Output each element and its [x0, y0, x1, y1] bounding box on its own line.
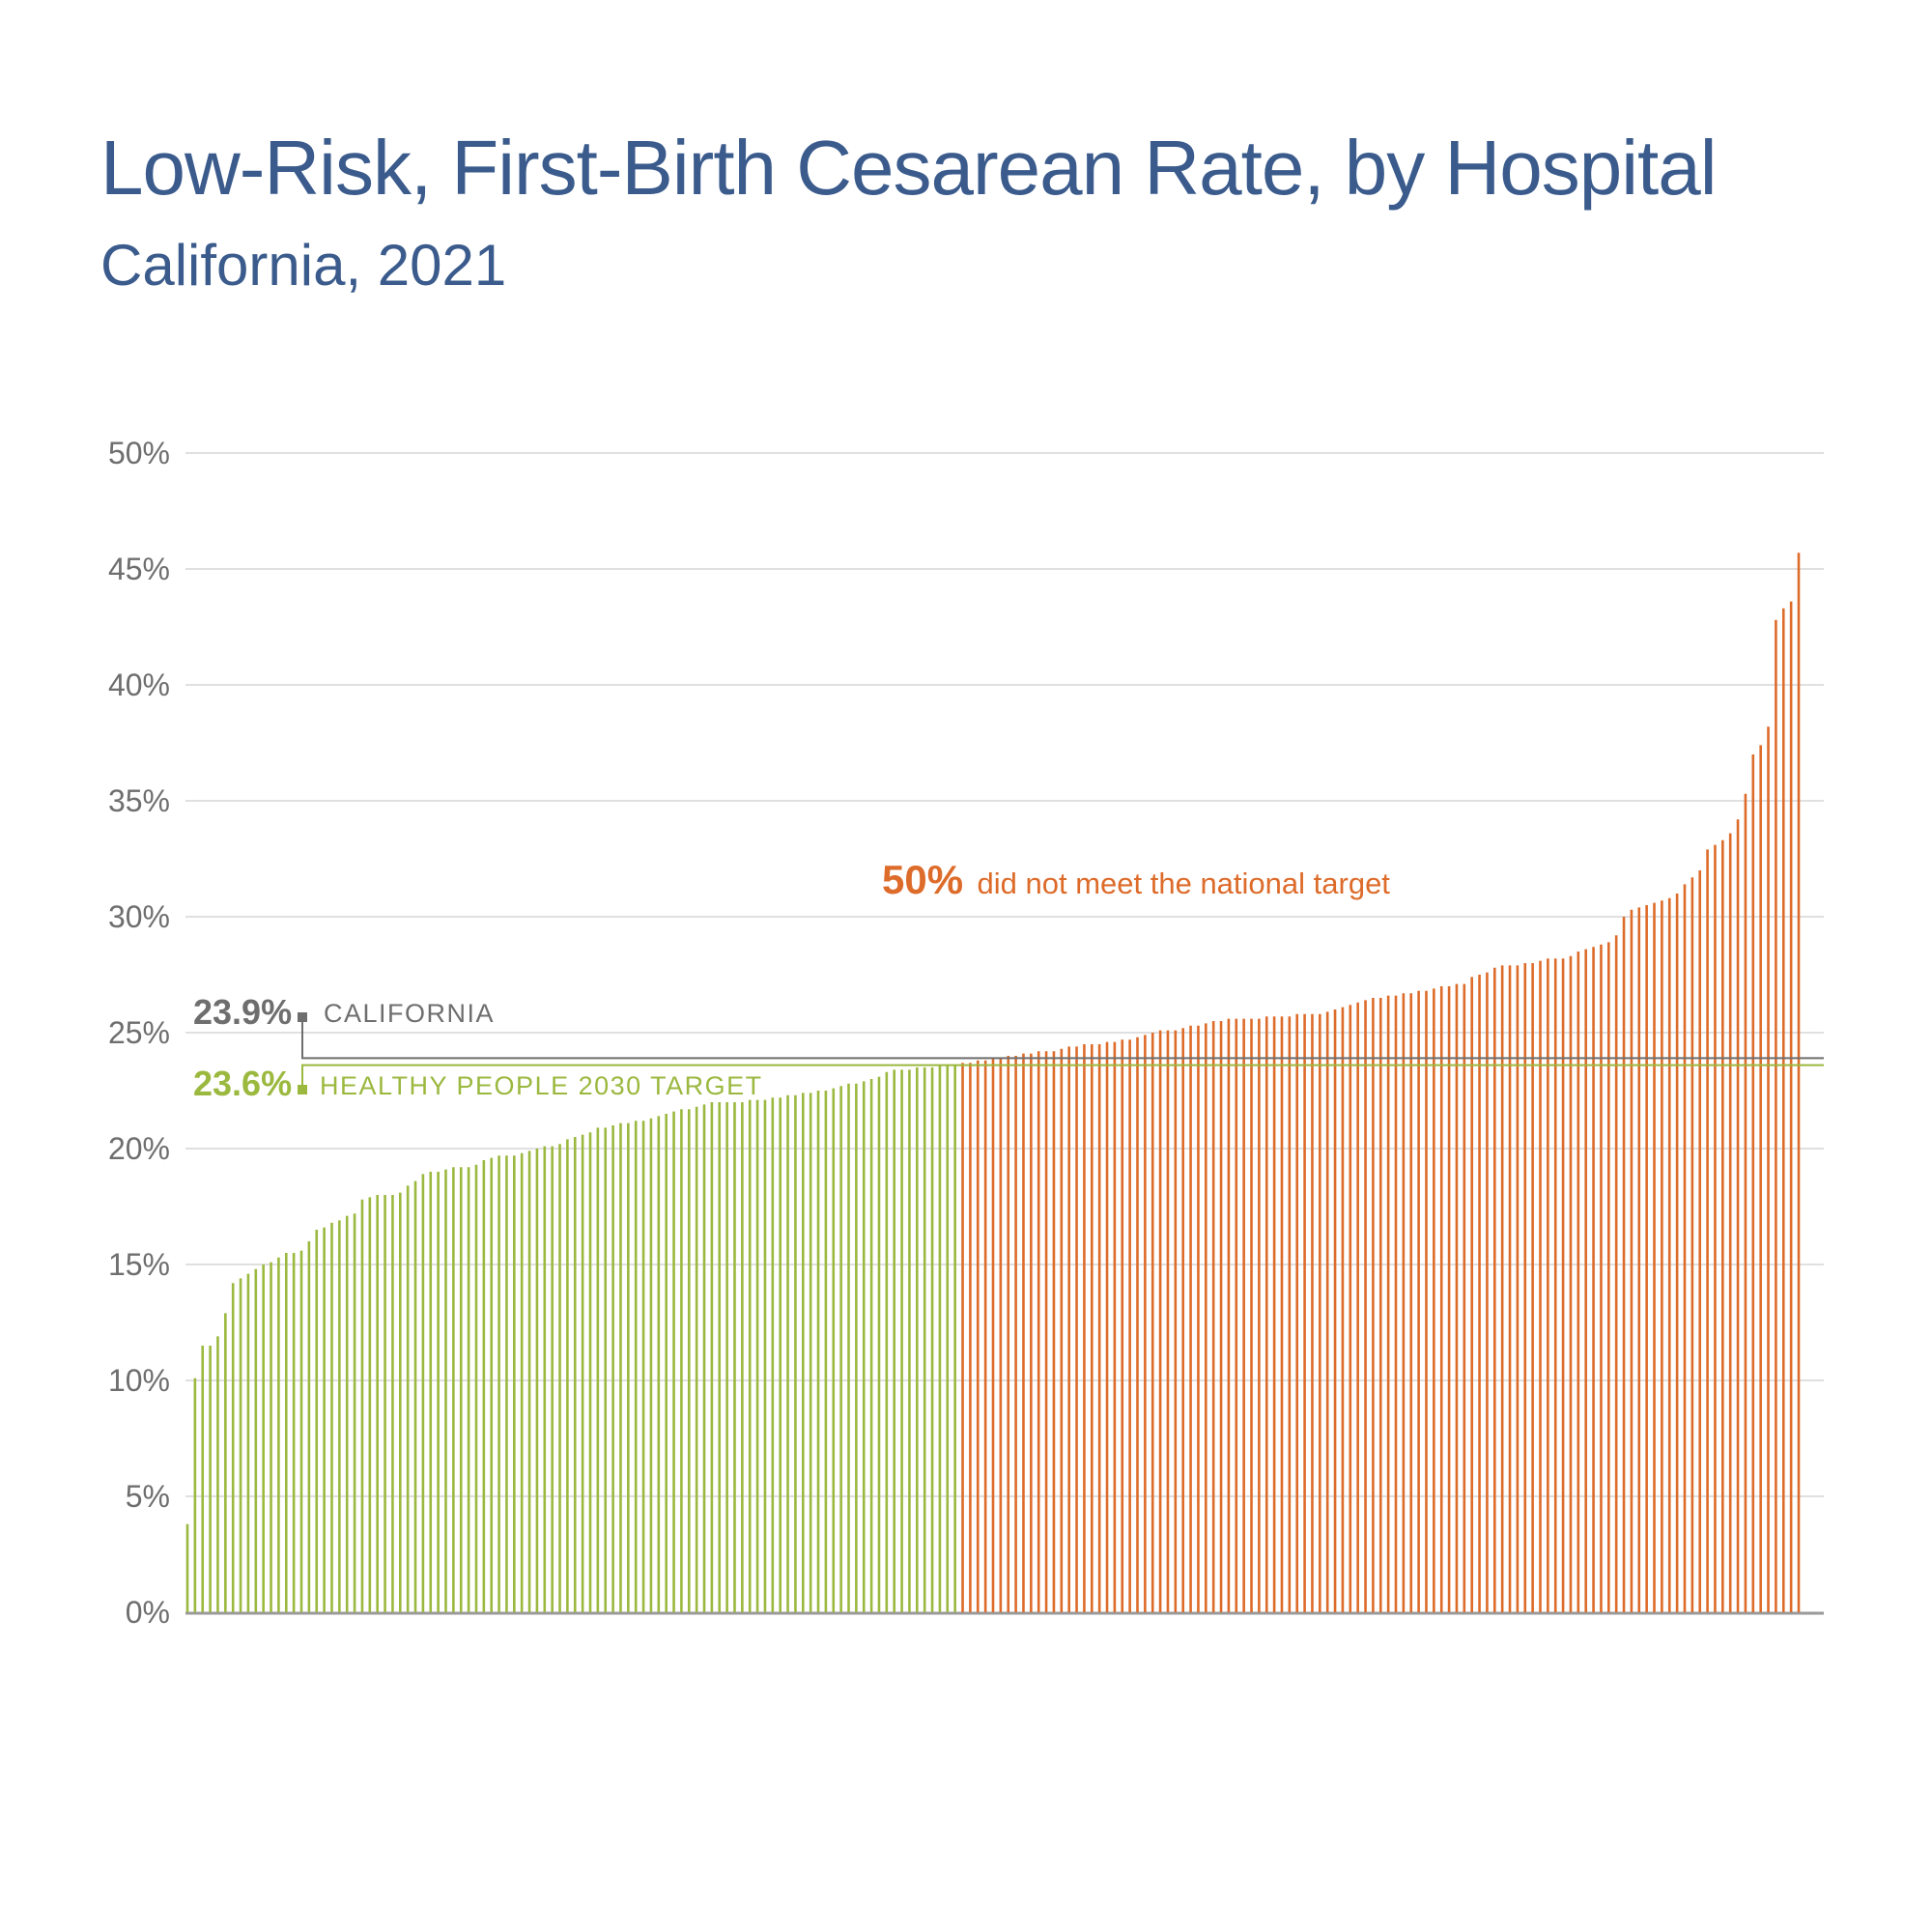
- not-met-callout: 50% did not meet the national target: [882, 857, 1390, 902]
- y-tick-label: 0%: [126, 1595, 170, 1630]
- y-tick-label: 10%: [108, 1363, 170, 1398]
- target-value-label: 23.6%: [193, 1064, 292, 1103]
- y-tick-label: 40%: [108, 668, 170, 702]
- reference-lines: [298, 1012, 1824, 1094]
- callout-text: did not meet the national target: [978, 867, 1391, 900]
- y-tick-label: 20%: [108, 1131, 170, 1166]
- callout-highlight: 50%: [882, 857, 963, 902]
- y-tick-label: 45%: [108, 552, 170, 586]
- y-tick-label: 25%: [108, 1015, 170, 1050]
- y-tick-label: 15%: [108, 1247, 170, 1282]
- chart-title: Low-Risk, First-Birth Cesarean Rate, by …: [100, 125, 1718, 211]
- target-reference-line: [301, 1064, 1824, 1090]
- chart-subtitle: California, 2021: [100, 233, 507, 298]
- bars: [185, 553, 1801, 1612]
- y-axis-ticks: 0% 5% 10% 15% 20% 25% 30% 35% 40% 45% 50%: [108, 436, 170, 1630]
- california-label: CALIFORNIA: [324, 999, 495, 1028]
- california-reference-line: [301, 1017, 1824, 1060]
- y-tick-label: 5%: [126, 1479, 170, 1514]
- grid-lines: [185, 452, 1824, 1615]
- y-tick-label: 30%: [108, 899, 170, 934]
- y-tick-label: 35%: [108, 783, 170, 818]
- target-label: HEALTHY PEOPLE 2030 TARGET: [320, 1071, 763, 1100]
- y-tick-label: 50%: [108, 436, 170, 470]
- california-value-label: 23.9%: [193, 992, 292, 1032]
